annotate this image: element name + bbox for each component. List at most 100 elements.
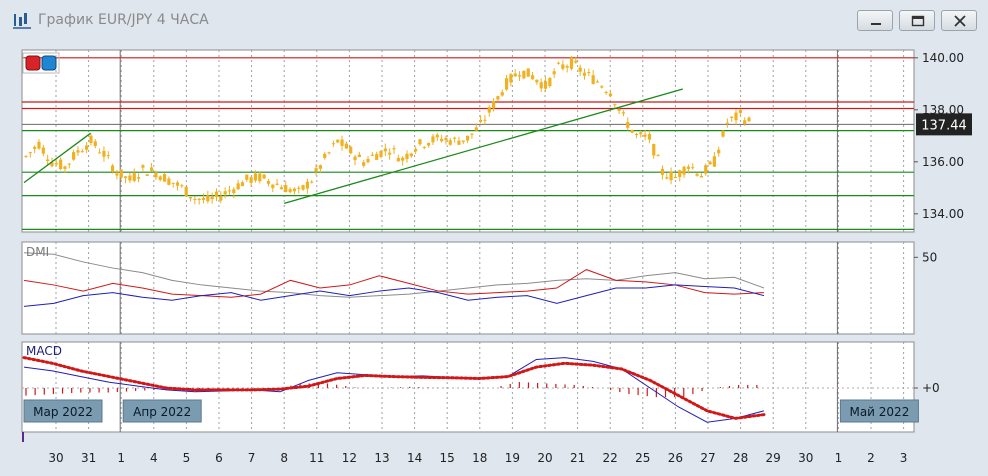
candle xyxy=(743,120,747,125)
x-axis-label: 8 xyxy=(280,451,288,465)
candle xyxy=(323,153,327,158)
chart-canvas[interactable]: 30 31 1 4 5 6 7 8 11 12 13 14 15 18 19 20 21 22 25 26 27 28 29… xyxy=(14,42,974,472)
candle xyxy=(33,146,37,149)
candle xyxy=(67,163,71,165)
candle xyxy=(431,136,435,143)
candle xyxy=(158,176,162,180)
candles xyxy=(24,56,751,205)
chart-icon xyxy=(13,13,31,29)
candle xyxy=(517,75,522,77)
candle xyxy=(132,173,136,181)
candle xyxy=(496,96,500,100)
candle xyxy=(608,93,613,97)
candle xyxy=(678,170,682,178)
candle xyxy=(50,162,54,167)
candle xyxy=(375,154,379,160)
red-color-button xyxy=(25,55,41,71)
maximize-button[interactable] xyxy=(899,10,935,31)
candle xyxy=(340,139,344,146)
candle xyxy=(652,144,656,156)
candle xyxy=(539,82,543,89)
candle xyxy=(115,173,119,176)
candle xyxy=(617,108,621,111)
candle xyxy=(197,198,201,200)
minimize-button[interactable] xyxy=(857,10,893,31)
candle xyxy=(284,185,288,193)
candle xyxy=(175,182,180,186)
macd-y-tick-label: +0 xyxy=(922,381,940,395)
blue-color-button xyxy=(41,55,57,71)
candle xyxy=(63,166,67,169)
plus-di-line xyxy=(23,284,765,307)
candle xyxy=(556,62,561,64)
candle xyxy=(106,155,110,157)
x-axis-label: 27 xyxy=(700,451,715,465)
candle xyxy=(630,129,634,133)
x-axis-label: 3 xyxy=(900,451,908,465)
candle xyxy=(717,149,721,154)
maximize-icon xyxy=(911,15,925,27)
candle xyxy=(405,153,409,160)
candle xyxy=(171,182,175,184)
month-label-box xyxy=(839,399,919,423)
candle xyxy=(314,168,318,172)
candle xyxy=(665,177,669,179)
x-axis-label: 11 xyxy=(309,451,324,465)
candle xyxy=(699,175,703,178)
candle xyxy=(708,161,712,165)
candle xyxy=(214,191,219,197)
candle xyxy=(587,72,591,74)
candle xyxy=(102,150,106,157)
candle xyxy=(461,140,465,142)
x-axis-label: 7 xyxy=(248,451,256,465)
candle xyxy=(258,173,262,182)
candle xyxy=(565,66,569,68)
candle xyxy=(89,135,93,144)
macd-label: MACD xyxy=(26,344,62,358)
candle xyxy=(262,174,266,179)
candle xyxy=(530,75,535,80)
candle xyxy=(344,143,348,149)
candle xyxy=(167,178,171,185)
candle xyxy=(349,146,353,154)
candle xyxy=(647,134,652,140)
candle xyxy=(370,154,374,156)
candle xyxy=(54,162,58,165)
candle xyxy=(392,148,396,150)
candle xyxy=(582,72,587,76)
candle xyxy=(37,141,41,149)
price-y-tick-label: 136.00 xyxy=(922,155,964,169)
x-axis-label: 19 xyxy=(505,451,520,465)
x-axis-label: 28 xyxy=(733,451,748,465)
candle xyxy=(193,198,197,200)
candle xyxy=(336,139,340,143)
minus-di-line xyxy=(23,269,765,298)
x-axis-label: 5 xyxy=(183,451,191,465)
candle xyxy=(522,70,526,79)
candle xyxy=(154,172,158,178)
candle xyxy=(24,155,28,157)
candle xyxy=(383,148,387,152)
candle xyxy=(240,182,245,187)
candle xyxy=(223,191,227,195)
title-bar[interactable]: График EUR/JPY 4 ЧАСА xyxy=(0,0,988,40)
candle xyxy=(474,127,478,131)
candle xyxy=(440,138,444,142)
month-label: Май 2022 xyxy=(849,405,909,419)
candle xyxy=(41,147,45,154)
candle xyxy=(253,173,258,181)
candle xyxy=(561,64,565,69)
candle xyxy=(626,122,630,128)
candle xyxy=(730,116,734,118)
candle xyxy=(305,181,310,189)
candle xyxy=(526,68,530,77)
close-button[interactable] xyxy=(941,10,977,31)
x-axis-label: 29 xyxy=(766,451,781,465)
candle xyxy=(569,57,574,69)
candle xyxy=(552,71,556,75)
candle xyxy=(422,146,426,148)
candle xyxy=(266,181,271,184)
candle xyxy=(466,135,470,141)
candle xyxy=(396,157,400,162)
candle xyxy=(188,197,193,199)
